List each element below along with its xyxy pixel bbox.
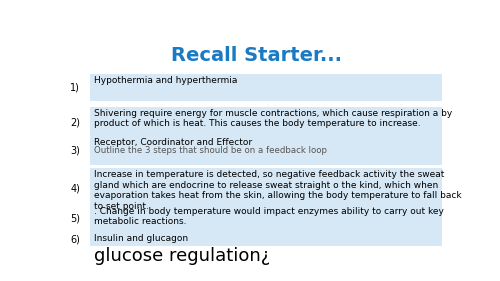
Text: 1): 1)	[70, 83, 80, 93]
Text: Insulin and glucagon: Insulin and glucagon	[94, 234, 188, 243]
Text: Receptor, Coordinator and Effector: Receptor, Coordinator and Effector	[94, 138, 252, 147]
Text: . Change in body temperature would impact enzymes ability to carry out key
metab: . Change in body temperature would impac…	[94, 207, 444, 226]
FancyBboxPatch shape	[90, 107, 442, 139]
FancyBboxPatch shape	[90, 205, 442, 232]
Text: Outline the 3 steps that should be on a feedback loop: Outline the 3 steps that should be on a …	[94, 146, 326, 155]
Text: 3): 3)	[70, 146, 80, 156]
FancyBboxPatch shape	[90, 136, 442, 166]
Text: 5): 5)	[70, 214, 80, 223]
Text: Shivering require energy for muscle contractions, which cause respiration a by
p: Shivering require energy for muscle cont…	[94, 109, 452, 128]
Text: Recall Starter...: Recall Starter...	[171, 46, 342, 65]
Text: 4): 4)	[70, 183, 80, 193]
FancyBboxPatch shape	[90, 169, 442, 208]
FancyBboxPatch shape	[90, 74, 442, 101]
FancyBboxPatch shape	[90, 232, 442, 246]
Text: Increase in temperature is detected, so negative feedback activity the sweat
gla: Increase in temperature is detected, so …	[94, 170, 461, 210]
Text: glucose regulation¿: glucose regulation¿	[94, 247, 270, 265]
Text: 2): 2)	[70, 118, 80, 128]
Text: 6): 6)	[70, 234, 80, 244]
Text: Hypothermia and hyperthermia: Hypothermia and hyperthermia	[94, 76, 237, 85]
